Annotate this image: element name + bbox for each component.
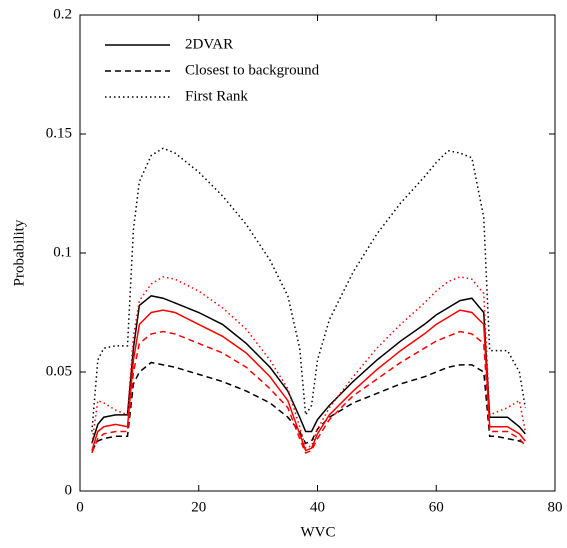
x-tick-label: 0 [76,499,84,515]
series-line [91,309,526,452]
legend-label: 2DVAR [185,36,233,52]
series-line [91,276,527,450]
x-tick-label: 80 [548,499,563,515]
y-tick-label: 0 [65,482,73,498]
y-tick-label: 0.1 [53,244,72,260]
x-tick-label: 20 [191,499,206,515]
series-line [91,361,526,451]
series-line [91,147,527,432]
y-tick-label: 0.05 [46,363,72,379]
y-tick-label: 0.15 [46,125,72,141]
series-line [91,330,526,454]
y-tick-label: 0.2 [53,6,72,22]
series-line [91,295,526,444]
x-axis-label: WVC [301,524,336,540]
y-axis-label: Probability [11,219,27,286]
x-tick-label: 60 [429,499,444,515]
x-tick-label: 40 [310,499,325,515]
legend-label: First Rank [185,88,248,104]
legend-label: Closest to background [185,62,320,78]
